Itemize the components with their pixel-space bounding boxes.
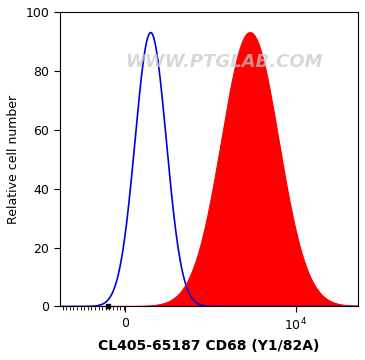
Y-axis label: Relative cell number: Relative cell number [7,95,20,224]
Text: WWW.PTGLAB.COM: WWW.PTGLAB.COM [125,53,323,71]
X-axis label: CL405-65187 CD68 (Y1/82A): CL405-65187 CD68 (Y1/82A) [98,339,320,353]
